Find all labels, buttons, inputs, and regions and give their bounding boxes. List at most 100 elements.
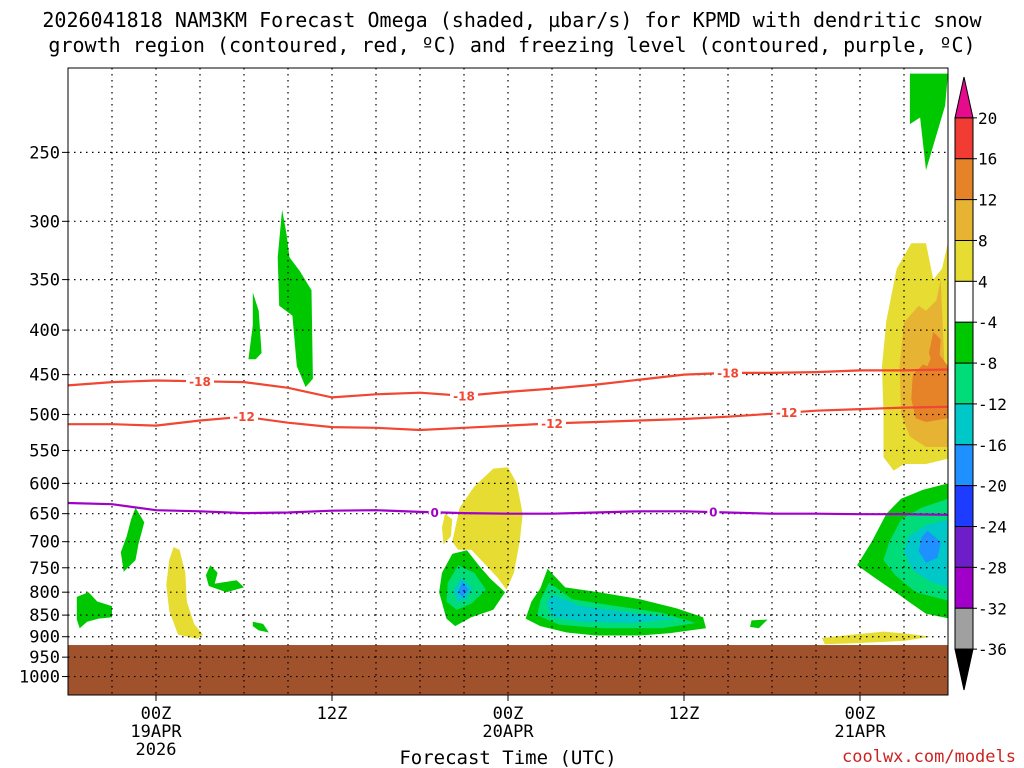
colorbar-swatch-9 [954, 444, 974, 487]
y-tick-label-600: 600 [29, 474, 60, 494]
omega-region-ascent-20apr-a-max [458, 581, 469, 597]
omega-region-ascent-12z-upper-b [248, 292, 262, 360]
colorbar-label-10: -24 [978, 518, 1007, 537]
y-tick-label-300: 300 [29, 212, 60, 232]
colorbar-swatch-0 [954, 76, 974, 119]
y-tick-label-550: 550 [29, 442, 60, 462]
colorbar-label-9: -20 [978, 477, 1007, 496]
colorbar-swatch-12 [954, 566, 974, 609]
y-tick-label-250: 250 [29, 143, 60, 163]
contour-label-freezing-level-1: 0 [709, 506, 717, 520]
contour-label-bg-dgz-minus-12-0 [230, 409, 258, 424]
y-tick-label-900: 900 [29, 628, 60, 648]
y-tick-label-400: 400 [29, 321, 60, 341]
y-tick-label-800: 800 [29, 583, 60, 603]
colorbar-label-1: 16 [978, 150, 997, 169]
y-tick-label-750: 750 [29, 559, 60, 579]
y-tick-label-650: 650 [29, 505, 60, 525]
x-tick-label-18-0: 12Z [317, 704, 348, 724]
contour-label-dgz-minus-12-0: -12 [233, 410, 255, 424]
omega-region-descent-20apr-small [442, 513, 453, 545]
x-axis-title: Forecast Time (UTC) [399, 747, 616, 768]
omega-shading [76, 73, 948, 645]
colorbar-swatch-1 [954, 117, 974, 160]
x-tick-label-30-0: 00Z [493, 704, 524, 724]
colorbar-swatch-2 [954, 158, 974, 201]
contour-label-dgz-minus-12-1: -12 [541, 417, 563, 431]
omega-region-ascent-upper-right [909, 73, 948, 171]
credit-link[interactable]: coolwx.com/models [842, 747, 1016, 767]
x-tick-label-30-1: 20APR [482, 722, 534, 742]
colorbar-swatch-10 [954, 485, 974, 528]
x-tick-label-54-0: 00Z [845, 704, 876, 724]
x-tick-label-6-2: 2026 [136, 740, 177, 760]
colorbar-label-13: -36 [978, 640, 1007, 659]
x-tick-label-54-1: 21APR [834, 722, 886, 742]
y-tick-label-350: 350 [29, 271, 60, 291]
y-tick-label-700: 700 [29, 533, 60, 553]
ground-layer [68, 645, 948, 695]
omega-region-descent-21apr-blob [928, 332, 941, 367]
contour-label-bg-dgz-minus-12-2 [772, 405, 801, 420]
x-tick-label-6-0: 00Z [141, 704, 172, 724]
contour-label-bg-freezing-level-1 [707, 505, 720, 520]
contour-label-bg-dgz-minus-18-2 [714, 365, 742, 380]
colorbar-label-12: -32 [978, 599, 1007, 618]
colorbar-label-4: 4 [978, 272, 988, 291]
contour-line-freezing-level [67, 501, 949, 516]
omega-region-descent-20apr [452, 467, 523, 590]
contour-label-dgz-minus-18-0: -18 [189, 375, 211, 389]
omega-region-ascent-12z-upper-a [277, 209, 313, 387]
contour-label-dgz-minus-12-2: -12 [776, 406, 798, 420]
omega-region-ascent-low-left-c [205, 565, 244, 593]
colorbar-swatch-5 [954, 280, 974, 323]
omega-region-descent-19apr [166, 547, 203, 639]
chart-title-line-2: growth region (contoured, red, ºC) and f… [48, 33, 975, 57]
contour-line-dgz-minus-12 [68, 405, 949, 432]
x-tick-label-6-1: 19APR [130, 722, 182, 742]
colorbar-swatch-6 [954, 321, 974, 364]
contour-label-bg-dgz-minus-18-0 [186, 374, 214, 389]
y-tick-label-450: 450 [29, 366, 60, 386]
omega-region-descent-21apr-core [911, 348, 948, 422]
omega-region-ascent-low-left-d [252, 621, 269, 633]
colorbar-swatch-3 [954, 199, 974, 241]
colorbar: 20 16 12 8 4 -4 -8 -12 -16 -20 -24 -28 -32 -36 [954, 76, 1007, 691]
y-tick-label-1000: 1000 [19, 668, 60, 688]
omega-region-ascent-21apr-max [918, 530, 941, 563]
y-tick-label-500: 500 [29, 405, 60, 425]
contour-label-freezing-level-0: 0 [430, 506, 438, 520]
omega-region-ascent-mid-speck [750, 619, 768, 629]
chart-title-line-1: 2026041818 NAM3KM Forecast Omega (shaded… [42, 8, 982, 32]
ground-fill [68, 645, 948, 695]
y-tick-label-950: 950 [29, 648, 60, 668]
y-tick-label-850: 850 [29, 606, 60, 626]
colorbar-label-8: -16 [978, 436, 1007, 455]
y-axis-ticks: 2503003504004505005506006507007508008509… [19, 143, 68, 688]
contour-label-dgz-minus-18-2: -18 [717, 366, 739, 380]
contour-label-bg-dgz-minus-18-1 [450, 388, 478, 403]
colorbar-label-0: 20 [978, 109, 997, 128]
colorbar-label-6: -8 [978, 354, 997, 373]
contour-label-dgz-minus-18-1: -18 [453, 389, 475, 403]
omega-region-ascent-20apr-b-inner [546, 594, 677, 623]
omega-region-ascent-low-left-b [120, 507, 145, 572]
contour-line-dgz-minus-18 [67, 368, 949, 399]
colorbar-swatch-13 [954, 607, 974, 650]
colorbar-swatch-4 [954, 239, 974, 282]
colorbar-swatch-14 [954, 648, 974, 691]
colorbar-label-2: 12 [978, 191, 997, 210]
colorbar-swatch-11 [954, 526, 974, 568]
colorbar-swatch-8 [954, 403, 974, 446]
colorbar-label-11: -28 [978, 558, 1007, 577]
colorbar-label-3: 8 [978, 231, 988, 250]
colorbar-swatch-7 [954, 362, 974, 405]
contour-label-bg-dgz-minus-12-1 [538, 416, 566, 431]
contour-label-bg-freezing-level-0 [428, 505, 441, 520]
omega-region-descent-low-21apr [821, 631, 931, 645]
colorbar-label-7: -12 [978, 395, 1007, 414]
colorbar-label-5: -4 [978, 313, 997, 332]
x-tick-label-42-0: 12Z [669, 704, 700, 724]
